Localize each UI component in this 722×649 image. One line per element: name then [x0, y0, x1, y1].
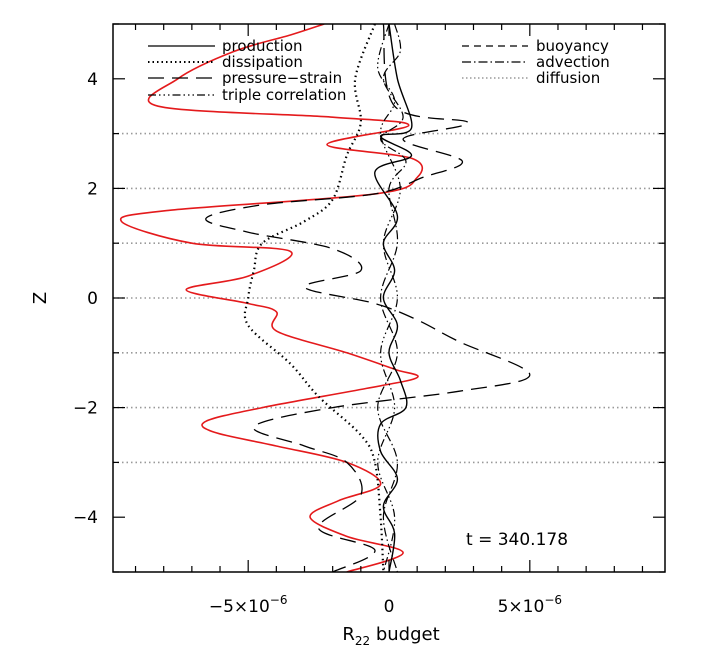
x-tick-label: 0 [384, 597, 395, 617]
y-tick-label: 2 [87, 179, 98, 199]
legend-label-advection: advection [536, 53, 610, 71]
legend-right: buoyancy advection diffusion [462, 37, 610, 87]
series-lines [119, 24, 531, 572]
x-tick-labels: −5×10−6 0 5×10−6 [209, 593, 562, 617]
legend-label-diffusion: diffusion [536, 69, 600, 87]
series-pressure-strain-line [205, 24, 531, 572]
y-tick-label: 0 [87, 289, 98, 309]
y-tick-label: −2 [73, 399, 98, 419]
legend-item-buoyancy: buoyancy [462, 37, 609, 55]
x-tick-label: −5×10−6 [209, 593, 288, 617]
x-axis-title: R22 budget [342, 624, 439, 648]
axis-ticks [113, 23, 665, 573]
legend-item-production: production [148, 37, 303, 55]
legend-item-advection: advection [462, 53, 610, 71]
y-tick-labels: −4 −2 0 2 4 [73, 70, 98, 528]
legend-label-pressure-strain: pressure−strain [222, 69, 342, 87]
y-tick-label: 4 [87, 70, 98, 90]
legend-item-dissipation: dissipation [148, 53, 303, 71]
legend-label-dissipation: dissipation [222, 53, 303, 71]
legend-left: production dissipation pressure−strain t… [148, 37, 346, 104]
horizontal-gridlines [113, 132, 665, 464]
legend-label-triple-correlation: triple correlation [222, 86, 346, 104]
y-tick-label: −4 [73, 508, 98, 528]
x-tick-label: 5×10−6 [498, 593, 562, 617]
series-red-line [119, 24, 424, 572]
legend-item-triple-correlation: triple correlation [148, 86, 346, 104]
legend-item-diffusion: diffusion [462, 69, 600, 87]
series-triple-correlation-line [377, 24, 401, 572]
legend-label-production: production [222, 37, 303, 55]
y-axis-title: Z [30, 292, 51, 304]
legend-label-buoyancy: buoyancy [536, 37, 609, 55]
time-annotation: t = 340.178 [466, 530, 568, 550]
series-dissipation-line [243, 24, 385, 572]
legend-item-pressure-strain: pressure−strain [148, 69, 342, 87]
